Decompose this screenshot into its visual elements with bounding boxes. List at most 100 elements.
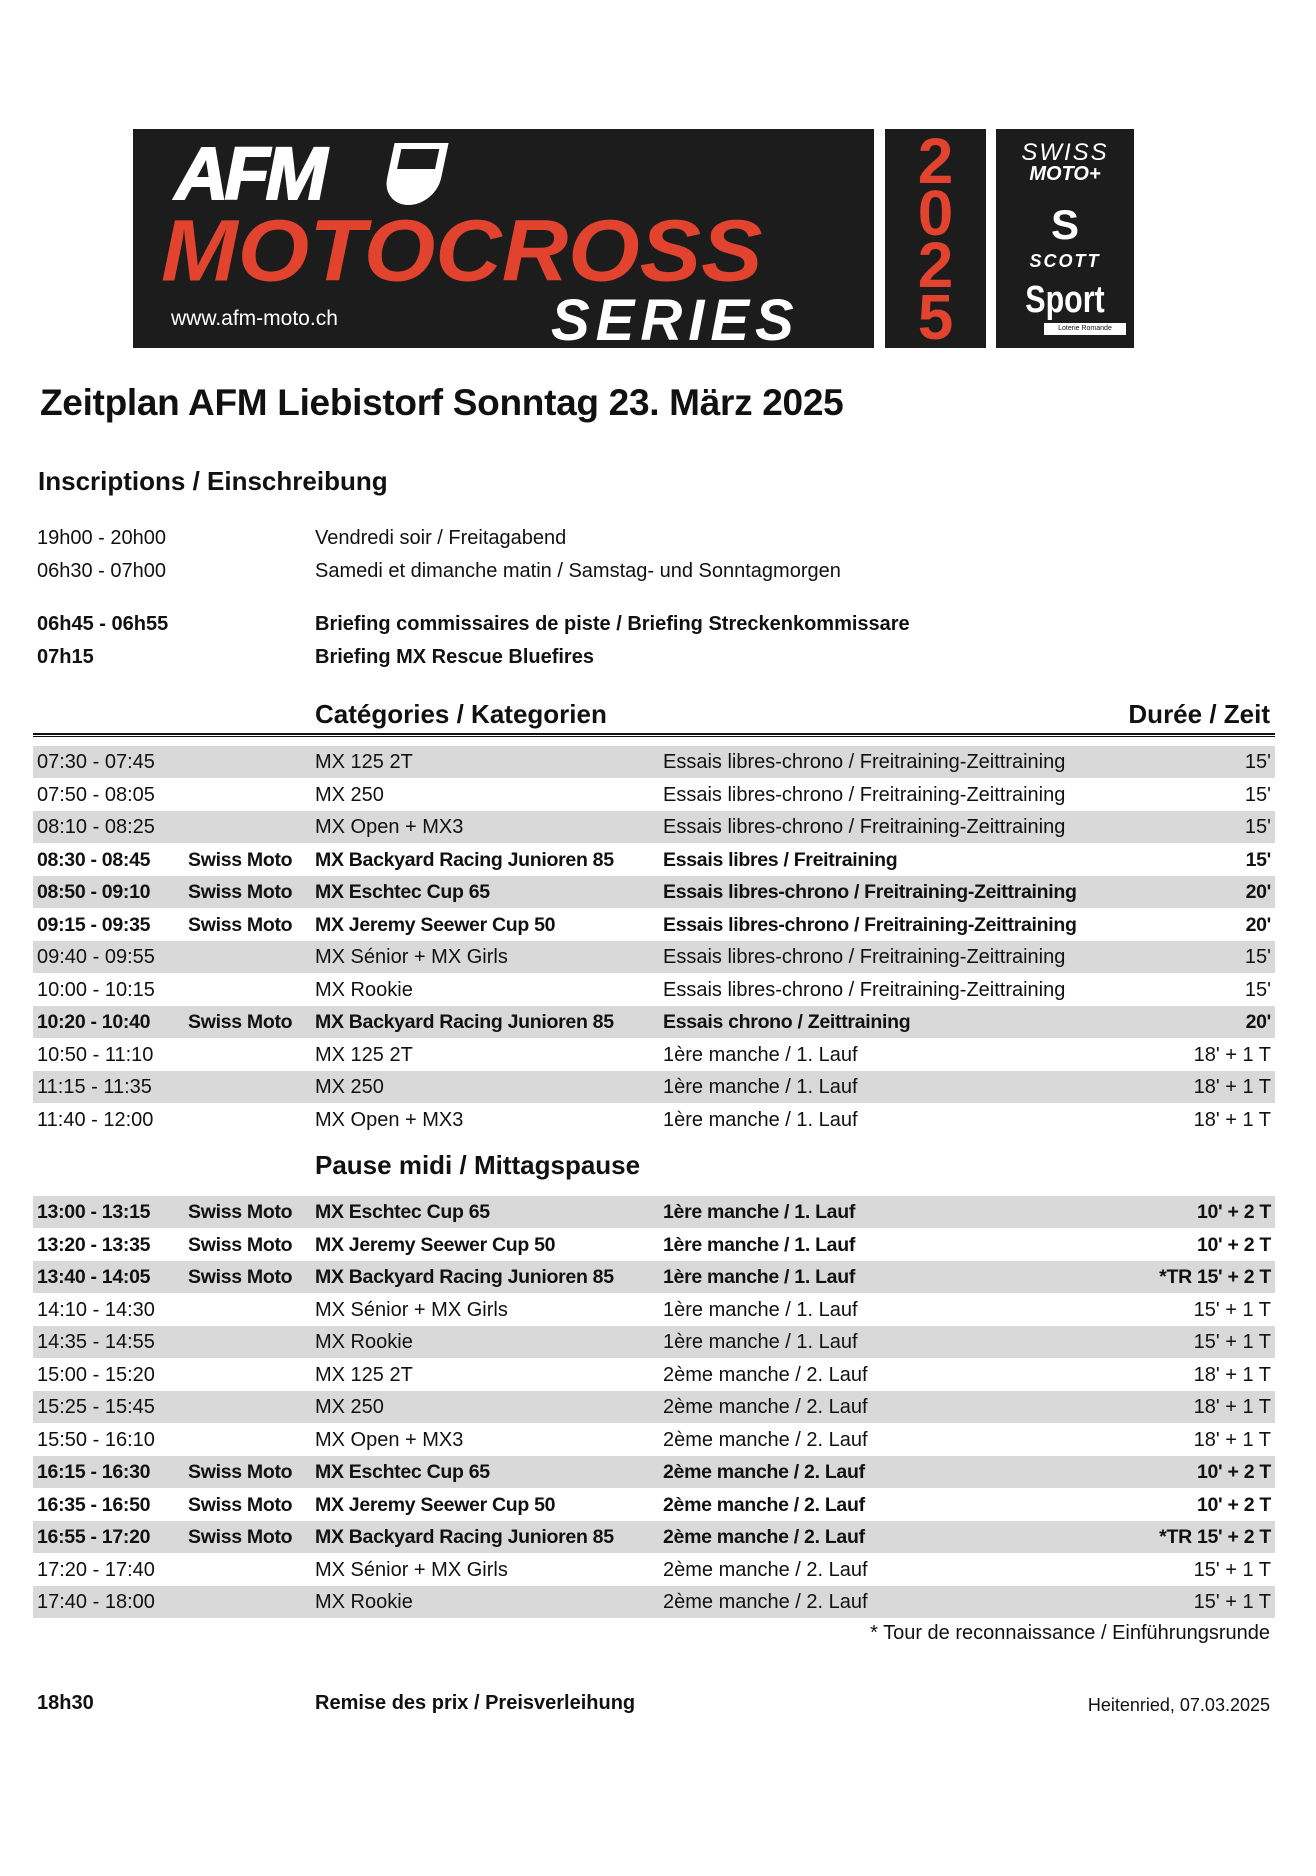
swiss-moto-logo: SWISS	[1021, 139, 1109, 166]
row-session: Essais libres-chrono / Freitraining-Zeit…	[663, 881, 1077, 903]
registration-time: 07h15	[37, 646, 94, 668]
row-organizer: Swiss Moto	[188, 848, 293, 871]
registration-text: Vendredi soir / Freitagabend	[315, 527, 567, 549]
row-session: 1ère manche / 1. Lauf	[663, 1298, 858, 1321]
footnote: * Tour de reconnaissance / Einführungsru…	[870, 1622, 1270, 1644]
row-duration: *TR 15' + 2 T	[1159, 1526, 1271, 1548]
row-session: 1ère manche / 1. Lauf	[663, 1043, 858, 1066]
row-category: MX Backyard Racing Junioren 85	[315, 848, 614, 871]
schedule-row: 09:40 - 09:55 MX Sénior + MX Girls Essai…	[33, 941, 1275, 973]
row-time: 13:00 - 13:15	[37, 1201, 151, 1223]
row-time: 15:00 - 15:20	[37, 1363, 155, 1386]
row-time: 10:50 - 11:10	[37, 1043, 154, 1066]
year-banner: 2 0 2 5	[885, 125, 986, 353]
row-duration: 10' + 2 T	[1196, 1461, 1271, 1483]
row-session: 2ème manche / 2. Lauf	[663, 1428, 868, 1451]
row-category: MX 125 2T	[315, 1363, 413, 1386]
row-category: MX 250	[315, 1396, 384, 1418]
duration-header: Durée / Zeit	[1128, 699, 1270, 729]
schedule-row: 15:50 - 16:10 MX Open + MX3 2ème manche …	[33, 1424, 1275, 1456]
row-duration: 15' + 1 T	[1193, 1591, 1271, 1613]
year-digit: 5	[917, 281, 954, 353]
schedule-row: 17:40 - 18:00 MX Rookie 2ème manche / 2.…	[33, 1586, 1275, 1618]
row-duration: 20'	[1245, 1011, 1272, 1033]
row-time: 09:15 - 09:35	[37, 913, 151, 936]
row-duration: 20'	[1245, 913, 1272, 936]
row-time: 08:50 - 09:10	[37, 881, 151, 903]
row-time: 16:15 - 16:30	[37, 1461, 151, 1483]
series-logo-text: SERIES	[551, 288, 800, 348]
lunch-break-label: Pause midi / Mittagspause	[315, 1150, 641, 1180]
row-time: 15:25 - 15:45	[37, 1396, 155, 1418]
row-duration: 18' + 1 T	[1193, 1043, 1271, 1066]
schedule-row: 15:25 - 15:45 MX 250 2ème manche / 2. La…	[33, 1391, 1275, 1423]
registration-time: 06h45 - 06h55	[37, 613, 169, 635]
row-time: 08:30 - 08:45	[37, 848, 151, 871]
row-duration: *TR 15' + 2 T	[1159, 1266, 1271, 1288]
row-duration: 18' + 1 T	[1193, 1428, 1271, 1451]
row-duration: 20'	[1245, 881, 1272, 903]
schedule-row: 13:40 - 14:05 Swiss Moto MX Backyard Rac…	[33, 1261, 1275, 1293]
row-time: 15:50 - 16:10	[37, 1428, 155, 1451]
row-organizer: Swiss Moto	[188, 913, 293, 936]
row-category: MX 125 2T	[315, 1043, 413, 1066]
row-time: 13:20 - 13:35	[37, 1233, 151, 1256]
schedule-row: 10:20 - 10:40 Swiss Moto MX Backyard Rac…	[33, 1006, 1275, 1038]
row-organizer: Swiss Moto	[188, 1461, 293, 1483]
registration-text: Samedi et dimanche matin / Samstag- und …	[315, 560, 841, 582]
scott-logo: SCOTT	[1029, 251, 1101, 271]
row-time: 11:40 - 12:00	[37, 1108, 154, 1131]
row-duration: 15' + 1 T	[1193, 1331, 1271, 1353]
row-session: 2ème manche / 2. Lauf	[663, 1461, 865, 1483]
row-category: MX Eschtec Cup 65	[315, 881, 490, 903]
row-organizer: Swiss Moto	[188, 881, 293, 903]
sponsor-banner: SWISS MOTO+ S SCOTT Sport Loterie Romand…	[996, 129, 1134, 348]
schedule-row: 16:55 - 17:20 Swiss Moto MX Backyard Rac…	[33, 1521, 1275, 1553]
schedule-row: 17:20 - 17:40 MX Sénior + MX Girls 2ème …	[33, 1554, 1275, 1586]
row-session: Essais libres-chrono / Freitraining-Zeit…	[663, 816, 1066, 838]
motocross-logo-text: MOTOCROSS	[161, 202, 763, 300]
row-organizer: Swiss Moto	[188, 1201, 293, 1223]
schedule-row: 13:00 - 13:15 Swiss Moto MX Eschtec Cup …	[33, 1196, 1275, 1228]
row-category: MX Backyard Racing Junioren 85	[315, 1526, 614, 1548]
ceremony-time: 18h30	[37, 1692, 94, 1714]
row-category: MX Backyard Racing Junioren 85	[315, 1266, 614, 1288]
row-session: 1ère manche / 1. Lauf	[663, 1076, 858, 1098]
row-organizer: Swiss Moto	[188, 1493, 293, 1516]
row-time: 16:35 - 16:50	[37, 1493, 151, 1516]
page-title: Zeitplan AFM Liebistorf Sonntag 23. März…	[40, 382, 844, 423]
row-category: MX Sénior + MX Girls	[315, 946, 508, 968]
row-time: 07:30 - 07:45	[37, 751, 155, 773]
row-time: 11:15 - 11:35	[37, 1076, 152, 1098]
schedule-row: 08:50 - 09:10 Swiss Moto MX Eschtec Cup …	[33, 876, 1275, 908]
sport-logo: Sport	[1025, 279, 1105, 321]
year-digit: 2	[917, 125, 954, 197]
row-session: Essais libres-chrono / Freitraining-Zeit…	[663, 751, 1066, 773]
row-organizer: Swiss Moto	[188, 1233, 293, 1256]
registration-time: 06h30 - 07h00	[37, 560, 167, 582]
row-category: MX Eschtec Cup 65	[315, 1461, 490, 1483]
registration-time: 19h00 - 20h00	[37, 527, 167, 549]
row-duration: 15'	[1244, 783, 1271, 806]
registration-text: Briefing MX Rescue Bluefires	[315, 646, 594, 668]
row-category: MX Jeremy Seewer Cup 50	[315, 1233, 556, 1256]
row-organizer: Swiss Moto	[188, 1266, 293, 1288]
schedule-row: 16:15 - 16:30 Swiss Moto MX Eschtec Cup …	[33, 1456, 1275, 1488]
schedule-row: 14:10 - 14:30 MX Sénior + MX Girls 1ère …	[33, 1294, 1275, 1326]
schedule-row: 15:00 - 15:20 MX 125 2T 2ème manche / 2.…	[33, 1359, 1275, 1391]
afm-motocross-logo: AFM MOTOCROSS SERIES www.afm-moto.ch	[133, 129, 874, 348]
place-date: Heitenried, 07.03.2025	[1087, 1695, 1270, 1715]
schedule-row: 09:15 - 09:35 Swiss Moto MX Jeremy Seewe…	[33, 909, 1275, 941]
row-time: 10:00 - 10:15	[37, 978, 155, 1001]
schedule-row: 08:10 - 08:25 MX Open + MX3 Essais libre…	[33, 811, 1275, 843]
row-session: Essais libres / Freitraining	[663, 848, 898, 871]
row-duration: 15'	[1244, 946, 1271, 968]
categories-header: Catégories / Kategorien	[315, 699, 607, 729]
row-category: MX Open + MX3	[315, 816, 464, 838]
row-duration: 15'	[1244, 978, 1271, 1001]
row-time: 09:40 - 09:55	[37, 946, 155, 968]
row-category: MX Backyard Racing Junioren 85	[315, 1011, 614, 1033]
row-category: MX Jeremy Seewer Cup 50	[315, 913, 556, 936]
row-category: MX Rookie	[315, 978, 413, 1001]
row-duration: 15' + 1 T	[1193, 1558, 1271, 1581]
